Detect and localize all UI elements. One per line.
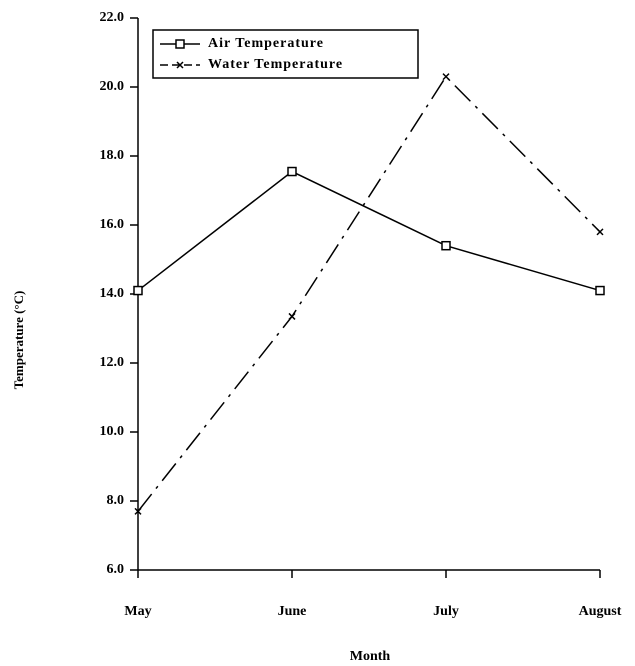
- y-tick-label: 16.0: [100, 217, 125, 232]
- y-tick-label: 14.0: [100, 286, 125, 301]
- series-line: [137, 170, 601, 292]
- legend-label: Air Temperature: [208, 36, 324, 51]
- marker: [134, 507, 142, 515]
- marker: [595, 285, 605, 296]
- y-tick-label: 22.0: [100, 10, 125, 25]
- series-line: [137, 75, 601, 512]
- x-tick-label: June: [278, 604, 307, 619]
- y-tick-label: 12.0: [100, 355, 125, 370]
- x-tick-label: August: [579, 604, 622, 619]
- marker: [287, 166, 297, 177]
- legend-label: Water Temperature: [208, 57, 343, 72]
- legend-marker: [176, 61, 184, 69]
- legend-box: [152, 29, 419, 79]
- marker: [442, 73, 450, 81]
- legend-marker: [175, 39, 185, 49]
- y-tick-label: 8.0: [107, 493, 125, 508]
- x-axis-label: Month: [350, 649, 391, 664]
- y-tick-label: 20.0: [100, 79, 125, 94]
- marker: [288, 312, 296, 320]
- y-tick-label: 10.0: [100, 424, 125, 439]
- x-tick-label: May: [124, 604, 151, 619]
- marker: [133, 285, 143, 296]
- marker: [441, 240, 451, 251]
- x-tick-label: July: [433, 604, 459, 619]
- y-tick-label: 6.0: [107, 562, 125, 577]
- y-axis-label: Temperature (°C): [11, 291, 26, 390]
- marker: [596, 228, 604, 236]
- y-tick-label: 18.0: [100, 148, 125, 163]
